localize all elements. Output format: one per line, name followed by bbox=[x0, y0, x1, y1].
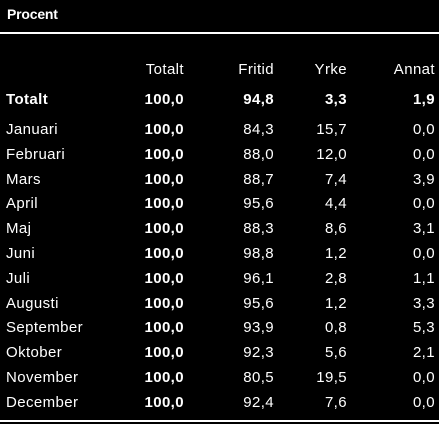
cell-annat: 0,0 bbox=[412, 195, 435, 213]
cell-yrke: 3,3 bbox=[324, 91, 347, 108]
table-row: Januari 100,0 84,3 15,7 0,0 bbox=[0, 118, 439, 143]
column-header-totalt: Totalt bbox=[145, 61, 184, 78]
cell-totalt: 100,0 bbox=[144, 269, 184, 287]
cell-yrke: 0,8 bbox=[324, 319, 347, 337]
column-header-annat: Annat bbox=[393, 61, 435, 78]
cell-yrke: 2,8 bbox=[324, 269, 347, 287]
cell-totalt: 100,0 bbox=[144, 195, 184, 213]
cell-totalt: 100,0 bbox=[144, 294, 184, 312]
row-label: Januari bbox=[6, 121, 58, 138]
table-row: Mars 100,0 88,7 7,4 3,9 bbox=[0, 168, 439, 193]
row-label: Juli bbox=[6, 269, 31, 287]
cell-fritid: 95,6 bbox=[243, 195, 274, 213]
cell-fritid: 92,4 bbox=[243, 393, 274, 411]
cell-annat: 0,0 bbox=[412, 368, 435, 386]
cell-annat: 1,9 bbox=[412, 91, 435, 108]
row-label: Juni bbox=[6, 244, 36, 262]
row-label: Mars bbox=[6, 170, 41, 188]
cell-annat: 2,1 bbox=[412, 344, 435, 362]
top-rule bbox=[0, 32, 439, 34]
total-row: Totalt 100,0 94,8 3,3 1,9 bbox=[0, 82, 439, 118]
cell-totalt: 100,0 bbox=[144, 344, 184, 362]
cell-annat: 3,9 bbox=[412, 170, 435, 188]
cell-fritid: 96,1 bbox=[243, 269, 274, 287]
row-label: September bbox=[6, 319, 83, 337]
cell-fritid: 92,3 bbox=[243, 344, 274, 362]
table-row: December 100,0 92,4 7,6 0,0 bbox=[0, 391, 439, 416]
cell-yrke: 19,5 bbox=[316, 368, 347, 386]
cell-totalt: 100,0 bbox=[144, 319, 184, 337]
cell-yrke: 8,6 bbox=[324, 220, 347, 238]
table-row: Februari 100,0 88,0 12,0 0,0 bbox=[0, 143, 439, 168]
unit-label: Procent bbox=[7, 6, 58, 22]
table-row: November 100,0 80,5 19,5 0,0 bbox=[0, 366, 439, 391]
cell-fritid: 98,8 bbox=[243, 244, 274, 262]
cell-yrke: 4,4 bbox=[324, 195, 347, 213]
table-row: Augusti 100,0 95,6 1,2 3,3 bbox=[0, 292, 439, 317]
cell-fritid: 95,6 bbox=[243, 294, 274, 312]
cell-annat: 5,3 bbox=[412, 319, 435, 337]
row-label: April bbox=[6, 195, 39, 213]
data-table: Totalt Fritid Yrke Annat Totalt 100,0 94… bbox=[0, 58, 439, 416]
cell-fritid: 88,3 bbox=[243, 220, 274, 238]
bottom-rule bbox=[0, 420, 439, 422]
cell-yrke: 7,4 bbox=[324, 170, 347, 188]
row-label: Augusti bbox=[6, 294, 59, 312]
row-label: Maj bbox=[6, 220, 32, 238]
cell-fritid: 93,9 bbox=[243, 319, 274, 337]
cell-fritid: 94,8 bbox=[243, 91, 274, 108]
cell-totalt: 100,0 bbox=[144, 244, 184, 262]
column-header-yrke: Yrke bbox=[314, 61, 347, 78]
cell-totalt: 100,0 bbox=[144, 145, 184, 163]
cell-totalt: 100,0 bbox=[144, 121, 184, 138]
cell-annat: 1,1 bbox=[412, 269, 435, 287]
table-row: Oktober 100,0 92,3 5,6 2,1 bbox=[0, 341, 439, 366]
cell-fritid: 80,5 bbox=[243, 368, 274, 386]
cell-annat: 0,0 bbox=[412, 393, 435, 411]
cell-annat: 0,0 bbox=[412, 121, 435, 138]
table-row: Juni 100,0 98,8 1,2 0,0 bbox=[0, 242, 439, 267]
column-header-fritid: Fritid bbox=[238, 61, 274, 78]
header-row: Totalt Fritid Yrke Annat bbox=[0, 58, 439, 82]
cell-yrke: 5,6 bbox=[324, 344, 347, 362]
table-row: Maj 100,0 88,3 8,6 3,1 bbox=[0, 217, 439, 242]
cell-totalt: 100,0 bbox=[144, 393, 184, 411]
header-corner bbox=[0, 58, 110, 82]
cell-yrke: 12,0 bbox=[316, 145, 347, 163]
table-row: September 100,0 93,9 0,8 5,3 bbox=[0, 316, 439, 341]
row-label: Februari bbox=[6, 145, 66, 163]
cell-yrke: 1,2 bbox=[324, 294, 347, 312]
cell-fritid: 84,3 bbox=[243, 121, 274, 138]
cell-totalt: 100,0 bbox=[144, 368, 184, 386]
cell-totalt: 100,0 bbox=[144, 220, 184, 238]
table-row: Juli 100,0 96,1 2,8 1,1 bbox=[0, 267, 439, 292]
row-label: Totalt bbox=[6, 91, 49, 108]
cell-fritid: 88,7 bbox=[243, 170, 274, 188]
row-label: Oktober bbox=[6, 344, 63, 362]
cell-annat: 3,1 bbox=[412, 220, 435, 238]
cell-annat: 0,0 bbox=[412, 244, 435, 262]
row-label: November bbox=[6, 368, 79, 386]
cell-yrke: 15,7 bbox=[316, 121, 347, 138]
cell-yrke: 7,6 bbox=[324, 393, 347, 411]
cell-annat: 0,0 bbox=[412, 145, 435, 163]
row-label: December bbox=[6, 393, 79, 411]
table-row: April 100,0 95,6 4,4 0,0 bbox=[0, 192, 439, 217]
cell-totalt: 100,0 bbox=[144, 91, 184, 108]
cell-yrke: 1,2 bbox=[324, 244, 347, 262]
cell-fritid: 88,0 bbox=[243, 145, 274, 163]
cell-totalt: 100,0 bbox=[144, 170, 184, 188]
cell-annat: 3,3 bbox=[412, 294, 435, 312]
